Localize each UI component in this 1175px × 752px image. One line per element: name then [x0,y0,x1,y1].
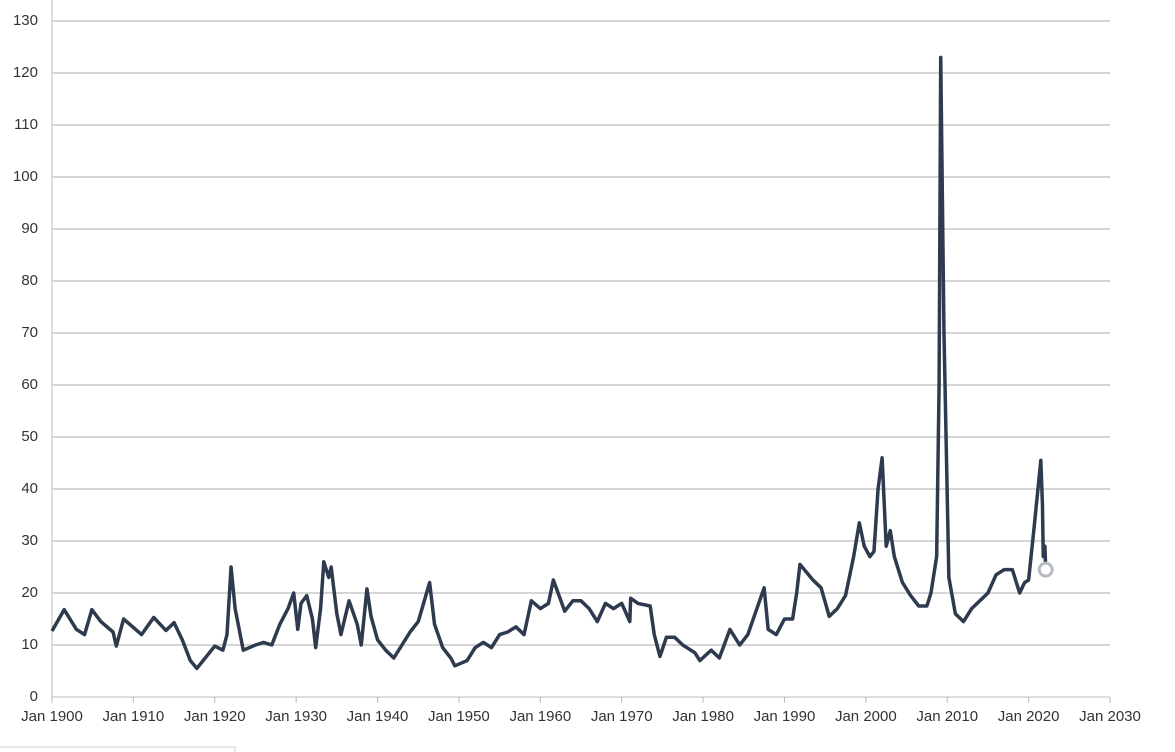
y-tick-label: 90 [21,220,38,237]
x-tick-label: Jan 2020 [998,708,1060,725]
y-tick-label: 0 [30,688,38,705]
y-tick-label: 120 [13,64,38,81]
y-tick-label: 130 [13,12,38,29]
y-tick-label: 10 [21,636,38,653]
x-tick-label: Jan 1920 [184,708,246,725]
x-tick-label: Jan 1980 [672,708,734,725]
x-tick-label: Jan 1900 [21,708,83,725]
y-tick-label: 80 [21,272,38,289]
y-tick-label: 50 [21,428,38,445]
y-tick-label: 100 [13,168,38,185]
y-tick-label: 60 [21,376,38,393]
x-tick-label: Jan 2030 [1079,708,1141,725]
y-tick-label: 70 [21,324,38,341]
last-point-marker [1037,561,1054,578]
data-line [50,55,1048,671]
x-tick-label: Jan 1910 [103,708,165,725]
y-tick-label: 20 [21,584,38,601]
x-tick-label: Jan 1930 [265,708,327,725]
legend-box [0,746,236,752]
x-tick-label: Jan 2000 [835,708,897,725]
x-tick-label: Jan 2010 [916,708,978,725]
x-tick-label: Jan 1940 [347,708,409,725]
y-tick-label: 30 [21,532,38,549]
x-tick-label: Jan 1990 [754,708,816,725]
x-tick-label: Jan 1970 [591,708,653,725]
y-tick-label: 110 [14,116,38,133]
y-tick-label: 40 [21,480,38,497]
x-tick-label: Jan 1950 [428,708,490,725]
x-tick-label: Jan 1960 [509,708,571,725]
